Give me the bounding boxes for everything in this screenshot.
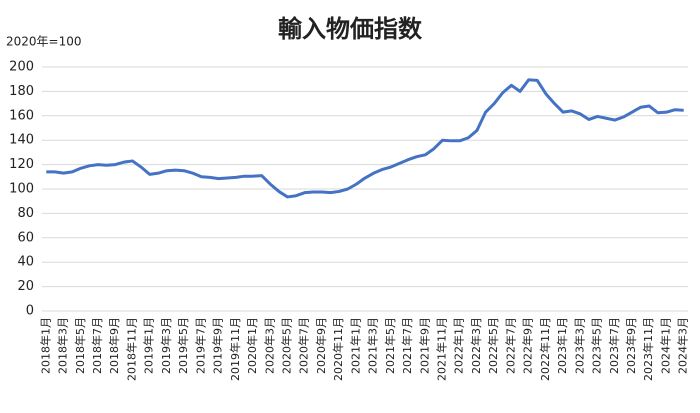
y-tick-label: 200 (9, 60, 34, 75)
x-tick-label: 2023年3月 (572, 317, 586, 374)
x-tick-label: 2022年9月 (521, 317, 535, 374)
x-tick-label: 2022年1月 (452, 317, 466, 374)
y-tick-label: 100 (9, 182, 34, 197)
y-tick-label: 0 (26, 304, 34, 319)
y-tick-label: 20 (17, 279, 34, 294)
x-tick-label: 2018年3月 (56, 317, 70, 374)
x-tick-label: 2020年7月 (297, 317, 311, 374)
x-tick-label: 2018年11月 (124, 317, 138, 381)
line (46, 78, 684, 199)
y-tick-label: 120 (9, 157, 34, 172)
x-tick-label: 2018年9月 (107, 317, 121, 374)
x-tick-label: 2023年11月 (641, 317, 655, 381)
x-tick-label: 2022年3月 (469, 317, 483, 374)
unit-label: 2020年=100 (6, 35, 82, 49)
x-tick-label: 2020年9月 (314, 317, 328, 374)
y-tick-label: 180 (9, 84, 34, 99)
x-tick-label: 2018年7月 (90, 317, 104, 374)
x-tick-label: 2019年11月 (228, 317, 242, 381)
x-tick-label: 2021年11月 (435, 317, 449, 381)
x-tick-label: 2020年1月 (245, 317, 259, 374)
y-tick-label: 60 (17, 230, 34, 245)
x-tick-label: 2019年1月 (142, 317, 156, 374)
x-tick-label: 2019年5月 (176, 317, 190, 374)
x-tick-label: 2023年7月 (607, 317, 621, 374)
x-tick-label: 2023年5月 (590, 317, 604, 374)
x-tick-label: 2022年7月 (503, 317, 517, 374)
x-tick-label: 2021年3月 (366, 317, 380, 374)
x-tick-label: 2021年9月 (417, 317, 431, 374)
x-tick-label: 2023年9月 (624, 317, 638, 374)
x-tick-label: 2024年3月 (676, 317, 690, 374)
x-tick-label: 2020年5月 (279, 317, 293, 374)
x-tick-label: 2022年5月 (486, 317, 500, 374)
chart-title: 輸入物価指数 (278, 15, 423, 43)
x-tick-label: 2019年9月 (211, 317, 225, 374)
x-tick-label: 2020年3月 (262, 317, 276, 374)
x-tick-label: 2018年1月 (38, 317, 52, 374)
x-tick-label: 2019年3月 (159, 317, 173, 374)
x-tick-label: 2021年7月 (400, 317, 414, 374)
x-tick-label: 2019年7月 (193, 317, 207, 374)
x-tick-label: 2018年5月 (73, 317, 87, 374)
y-tick-label: 80 (17, 206, 34, 221)
x-tick-label: 2024年1月 (658, 317, 672, 374)
y-tick-label: 140 (9, 133, 34, 148)
x-tick-label: 2023年1月 (555, 317, 569, 374)
x-tick-label: 2022年11月 (538, 317, 552, 381)
x-tick-label: 2021年5月 (383, 317, 397, 374)
x-tick-label: 2021年1月 (348, 317, 362, 374)
x-tick-label: 2020年11月 (331, 317, 345, 381)
y-tick-label: 160 (9, 108, 34, 123)
y-tick-label: 40 (17, 255, 34, 270)
